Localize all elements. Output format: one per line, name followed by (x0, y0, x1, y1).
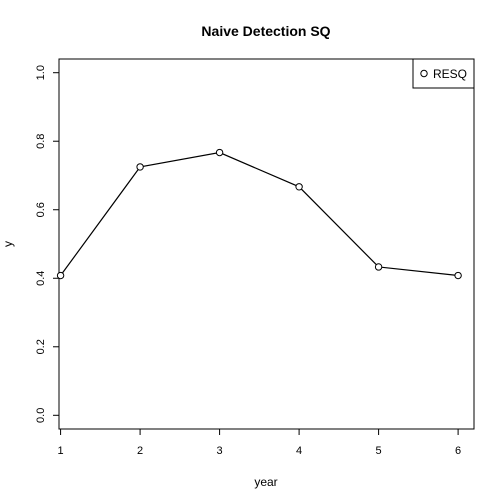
legend-box (412, 58, 475, 89)
y-tick-label: 0.2 (35, 339, 47, 354)
x-tick-label: 4 (296, 445, 302, 457)
x-tick-label: 2 (137, 445, 143, 457)
legend: RESQ (412, 58, 475, 89)
data-point (136, 163, 144, 171)
legend-label-resq: RESQ (433, 67, 467, 81)
data-point (454, 271, 462, 280)
chart-title: Naive Detection SQ (201, 23, 330, 39)
y-tick-label: 0.4 (35, 271, 47, 286)
x-axis: 1 2 3 4 5 6 (58, 429, 461, 457)
y-axis: 0.0 0.2 0.4 0.6 0.8 1.0 (35, 65, 59, 423)
series-line-resq (60, 151, 459, 277)
y-tick-label: 1.0 (35, 65, 47, 80)
data-point (215, 148, 224, 157)
legend-marker-resq (420, 69, 428, 78)
data-point (374, 263, 383, 271)
y-tick-label: 0.0 (35, 408, 47, 423)
y-tick-label: 0.6 (35, 202, 47, 217)
x-tick-label: 5 (376, 445, 382, 457)
plot-frame (58, 58, 475, 430)
x-tick-label: 1 (58, 445, 64, 457)
data-point (295, 183, 303, 191)
x-tick-label: 6 (455, 445, 461, 457)
x-axis-label: year (254, 475, 277, 489)
y-axis-label: y (1, 241, 15, 247)
data-point (56, 271, 65, 280)
x-tick-label: 3 (217, 445, 223, 457)
series-layer (56, 148, 462, 280)
y-tick-label: 0.8 (35, 134, 47, 149)
